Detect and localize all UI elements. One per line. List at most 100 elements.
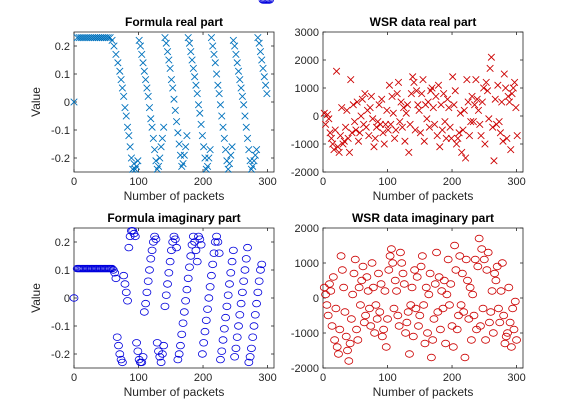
data-point [420,339,430,348]
data-point [505,98,514,106]
data-point [247,344,256,353]
data-point [418,89,426,98]
data-point [366,103,374,112]
data-point [460,106,468,115]
x-tick-label: 0 [71,176,77,188]
data-point [457,269,467,278]
y-tick-label: 2000 [295,223,319,235]
data-point [258,56,266,64]
data-point [138,50,146,59]
y-tick-label: -1000 [291,328,319,340]
data-point [256,47,265,56]
data-point [219,325,229,333]
data-point [174,350,184,358]
data-point [398,269,408,278]
y-tick-label: 0.2 [55,41,70,53]
data-point [343,346,352,355]
data-point [172,243,181,252]
data-point [228,143,236,151]
data-point [218,336,228,344]
data-point [134,157,142,165]
data-point [393,89,401,98]
data-point [371,301,381,309]
data-point [486,308,496,316]
data-point [159,341,169,350]
data-point [201,316,211,325]
data-point [114,341,123,350]
data-point [343,106,351,115]
x-tick-label: 300 [258,372,276,384]
data-point [455,252,465,260]
data-point [426,353,436,362]
x-tick-label: 0 [71,372,77,384]
data-point [452,325,462,334]
data-point [482,266,492,274]
data-point [366,322,376,330]
data-point [378,95,386,103]
data-point [124,243,134,252]
data-point [260,73,268,81]
y-tick-label: 0.1 [55,265,70,277]
axes-box [322,227,524,369]
data-point [354,137,363,145]
data-point [249,322,259,330]
data-point [172,117,181,126]
data-point [460,353,470,362]
data-point [352,325,361,334]
data-point [362,273,372,281]
data-point [512,336,521,344]
data-point [367,259,377,267]
data-point [127,154,136,162]
data-point [332,343,342,351]
data-point [175,140,183,148]
data-point [238,92,247,101]
data-point [146,255,156,263]
data-point [371,134,379,143]
data-point [455,129,463,137]
data-point [358,262,368,271]
data-point [120,92,128,101]
data-point [167,75,176,84]
data-point [478,98,486,106]
data-point [390,134,399,143]
data-point [445,301,454,309]
data-point [416,262,426,271]
data-point [182,285,192,294]
data-point [345,339,355,348]
data-point [152,157,160,165]
data-point [389,304,399,313]
data-point [423,115,431,123]
data-point [348,129,356,137]
chart-title: WSR data imaginary part [352,211,494,225]
data-point [332,67,341,75]
data-point [226,269,236,277]
data-point [499,137,507,145]
data-point [375,308,385,316]
data-point [480,84,488,92]
data-point [249,162,257,171]
data-point [122,112,130,120]
data-point [448,343,458,351]
data-point [508,89,516,98]
data-point [438,304,448,313]
data-point [144,92,152,101]
data-point [336,131,345,140]
data-point [441,339,450,348]
data-point [221,313,231,322]
panel-wsr-data-real-part: 0 100 200 300 -2000 -1000 0 1000 2000 3000 WSR dat… [291,15,526,203]
data-point [205,154,213,162]
data-point [423,329,432,337]
data-point [459,308,469,316]
data-point [353,336,363,344]
data-point [185,39,194,47]
data-point [157,143,165,151]
y-tick-label: -0.1 [51,125,70,137]
data-point [414,322,423,330]
data-point [69,294,79,302]
data-point [396,248,405,257]
data-point [189,64,197,73]
data-point [147,246,157,255]
data-point [410,266,420,274]
data-point [248,333,258,341]
data-point [203,305,212,313]
